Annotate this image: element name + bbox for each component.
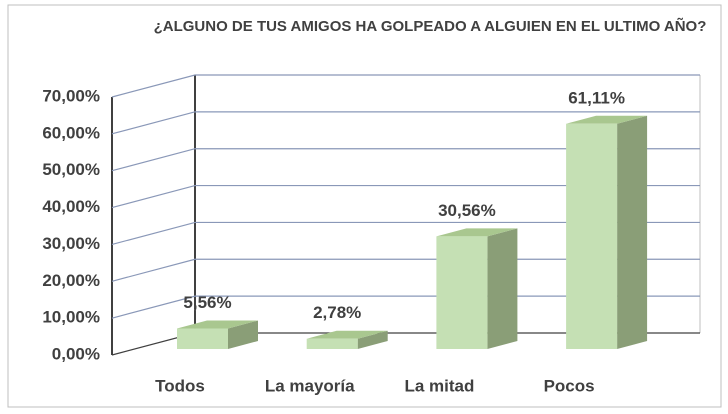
bar-top bbox=[566, 115, 648, 124]
bar-front bbox=[436, 236, 488, 349]
y-tick-label: 0,00% bbox=[52, 344, 100, 363]
bar-side bbox=[617, 115, 648, 350]
bar bbox=[306, 330, 388, 349]
y-tick-label: 60,00% bbox=[42, 123, 100, 142]
value-label: 61,11% bbox=[568, 88, 625, 107]
x-tick-label: Todos bbox=[155, 376, 205, 395]
y-tick-label: 40,00% bbox=[42, 197, 100, 216]
grid-line bbox=[111, 184, 700, 209]
bar-front bbox=[306, 338, 358, 349]
y-tick-label: 10,00% bbox=[42, 308, 100, 327]
bar bbox=[436, 228, 518, 349]
bar-front bbox=[566, 123, 618, 350]
bar-top bbox=[306, 330, 388, 339]
x-tick-label: Pocos bbox=[544, 376, 595, 395]
grid-line bbox=[111, 258, 700, 282]
grid-line bbox=[111, 74, 700, 98]
bar-top bbox=[436, 228, 518, 237]
x-tick-label: La mayoría bbox=[265, 376, 355, 395]
value-label: 2,78% bbox=[313, 303, 361, 322]
value-label: 5,56% bbox=[183, 293, 231, 312]
grid-line bbox=[111, 295, 700, 319]
y-tick-label: 70,00% bbox=[42, 86, 100, 105]
y-tick-label: 30,00% bbox=[42, 234, 100, 253]
grid-line bbox=[111, 221, 700, 246]
bar bbox=[177, 320, 258, 349]
chart-title: ¿ALGUNO DE TUS AMIGOS HA GOLPEADO A ALGU… bbox=[153, 18, 707, 35]
x-tick-label: La mitad bbox=[404, 376, 474, 395]
grid-line bbox=[111, 148, 700, 172]
grid-line bbox=[111, 111, 700, 135]
y-tick-label: 50,00% bbox=[42, 160, 100, 179]
bar-side bbox=[228, 320, 258, 349]
value-label: 30,56% bbox=[438, 201, 496, 220]
bar bbox=[566, 115, 648, 350]
bar-side bbox=[357, 330, 388, 349]
bar-top bbox=[177, 320, 258, 329]
bar-side bbox=[487, 228, 518, 349]
bar-front bbox=[177, 328, 228, 349]
y-tick-label: 20,00% bbox=[42, 271, 100, 290]
